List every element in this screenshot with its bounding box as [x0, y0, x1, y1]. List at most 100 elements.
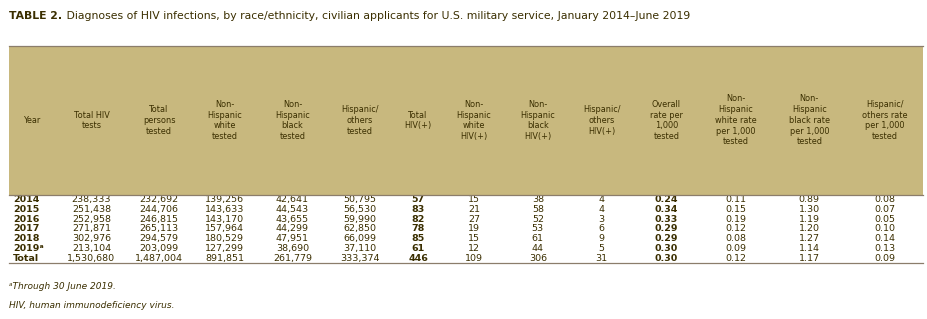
Text: 53: 53	[531, 224, 543, 234]
Text: 0.29: 0.29	[654, 234, 678, 243]
Text: 891,851: 891,851	[205, 254, 244, 263]
Text: 1.17: 1.17	[798, 254, 819, 263]
Text: 2014: 2014	[13, 195, 39, 204]
Text: 333,374: 333,374	[340, 254, 379, 263]
Text: Total
HIV(+): Total HIV(+)	[404, 111, 431, 130]
Text: Hispanic/
others
tested: Hispanic/ others tested	[341, 105, 378, 136]
Text: 1,487,004: 1,487,004	[135, 254, 183, 263]
Text: Non-
Hispanic
white
tested: Non- Hispanic white tested	[207, 100, 242, 141]
Text: Total: Total	[13, 254, 39, 263]
Text: 0.19: 0.19	[725, 215, 745, 224]
Text: 0.12: 0.12	[725, 254, 745, 263]
Text: 2016: 2016	[13, 215, 39, 224]
Text: 62,850: 62,850	[343, 224, 376, 234]
Text: Non-
Hispanic
white
HIV(+): Non- Hispanic white HIV(+)	[456, 100, 491, 141]
Text: Hispanic/
others
HIV(+): Hispanic/ others HIV(+)	[582, 105, 619, 136]
Text: 27: 27	[467, 215, 479, 224]
Text: Non-
Hispanic
black
tested: Non- Hispanic black tested	[274, 100, 310, 141]
Text: 1,530,680: 1,530,680	[68, 254, 115, 263]
Text: 0.30: 0.30	[654, 244, 678, 253]
Text: 0.13: 0.13	[873, 244, 895, 253]
Text: 47,951: 47,951	[275, 234, 309, 243]
Text: 2019ᵃ: 2019ᵃ	[13, 244, 44, 253]
Text: ᵃThrough 30 June 2019.: ᵃThrough 30 June 2019.	[9, 282, 116, 291]
Text: 2015: 2015	[13, 205, 39, 214]
Text: 306: 306	[528, 254, 546, 263]
Text: Hispanic/
others rate
per 1,000
tested: Hispanic/ others rate per 1,000 tested	[861, 100, 907, 141]
Text: 0.11: 0.11	[725, 195, 745, 204]
Text: 251,438: 251,438	[71, 205, 111, 214]
Text: 19: 19	[467, 224, 479, 234]
Text: 5: 5	[598, 244, 604, 253]
Text: 0.24: 0.24	[654, 195, 678, 204]
Text: 66,099: 66,099	[343, 234, 376, 243]
Text: 1.14: 1.14	[798, 244, 819, 253]
Text: 261,779: 261,779	[273, 254, 311, 263]
Text: 61: 61	[531, 234, 543, 243]
Text: 44,543: 44,543	[275, 205, 309, 214]
Text: 0.29: 0.29	[654, 224, 678, 234]
Text: 0.30: 0.30	[654, 254, 678, 263]
Text: 61: 61	[411, 244, 425, 253]
Text: 265,113: 265,113	[139, 224, 178, 234]
Text: 0.15: 0.15	[725, 205, 745, 214]
Text: 52: 52	[531, 215, 543, 224]
Text: 0.34: 0.34	[654, 205, 678, 214]
Text: 12: 12	[467, 244, 479, 253]
Text: 157,964: 157,964	[205, 224, 244, 234]
Text: 56,530: 56,530	[343, 205, 376, 214]
Text: 38,690: 38,690	[275, 244, 309, 253]
Text: 294,579: 294,579	[139, 234, 178, 243]
Text: 37,110: 37,110	[343, 244, 376, 253]
Text: 203,099: 203,099	[139, 244, 178, 253]
Text: 4: 4	[598, 205, 604, 214]
Text: 50,795: 50,795	[343, 195, 376, 204]
Text: Total HIV
tests: Total HIV tests	[73, 111, 109, 130]
Text: 42,641: 42,641	[275, 195, 309, 204]
Text: 15: 15	[467, 234, 479, 243]
Text: 1.19: 1.19	[798, 215, 819, 224]
Bar	[9, 46, 922, 195]
Text: 9: 9	[598, 234, 604, 243]
Text: 1.20: 1.20	[798, 224, 819, 234]
Text: 0.09: 0.09	[873, 254, 895, 263]
Text: 38: 38	[531, 195, 543, 204]
Text: 0.09: 0.09	[725, 244, 745, 253]
Text: 0.08: 0.08	[873, 195, 895, 204]
Text: 246,815: 246,815	[139, 215, 178, 224]
Text: Non-
Hispanic
black rate
per 1,000
tested: Non- Hispanic black rate per 1,000 teste…	[788, 94, 829, 146]
Text: 78: 78	[411, 224, 425, 234]
Text: Diagnoses of HIV infections, by race/ethnicity, civilian applicants for U.S. mil: Diagnoses of HIV infections, by race/eth…	[63, 11, 690, 21]
Text: 82: 82	[411, 215, 425, 224]
Text: 0.89: 0.89	[798, 195, 819, 204]
Text: 21: 21	[467, 205, 479, 214]
Text: 1.30: 1.30	[798, 205, 819, 214]
Text: 213,104: 213,104	[71, 244, 111, 253]
Text: 57: 57	[411, 195, 425, 204]
Text: 244,706: 244,706	[139, 205, 178, 214]
Text: 0.33: 0.33	[654, 215, 678, 224]
Text: 139,256: 139,256	[205, 195, 244, 204]
Text: 446: 446	[408, 254, 427, 263]
Text: 31: 31	[595, 254, 607, 263]
Text: 180,529: 180,529	[205, 234, 244, 243]
Text: Year: Year	[24, 116, 41, 125]
Text: 143,633: 143,633	[205, 205, 244, 214]
Text: Total
persons
tested: Total persons tested	[143, 105, 175, 136]
Text: 0.08: 0.08	[725, 234, 745, 243]
Text: 252,958: 252,958	[71, 215, 111, 224]
Text: 43,655: 43,655	[275, 215, 309, 224]
Text: 0.10: 0.10	[873, 224, 895, 234]
Text: Non-
Hispanic
white rate
per 1,000
tested: Non- Hispanic white rate per 1,000 teste…	[715, 94, 756, 146]
Text: 232,692: 232,692	[139, 195, 178, 204]
Text: 85: 85	[411, 234, 425, 243]
Text: Overall
rate per
1,000
tested: Overall rate per 1,000 tested	[649, 100, 682, 141]
Text: 83: 83	[411, 205, 425, 214]
Text: 0.05: 0.05	[873, 215, 895, 224]
Text: 4: 4	[598, 195, 604, 204]
Text: TABLE 2.: TABLE 2.	[9, 11, 62, 21]
Text: 0.07: 0.07	[873, 205, 895, 214]
Text: HIV, human immunodeficiency virus.: HIV, human immunodeficiency virus.	[9, 301, 174, 310]
Text: 0.12: 0.12	[725, 224, 745, 234]
Text: 271,871: 271,871	[71, 224, 111, 234]
